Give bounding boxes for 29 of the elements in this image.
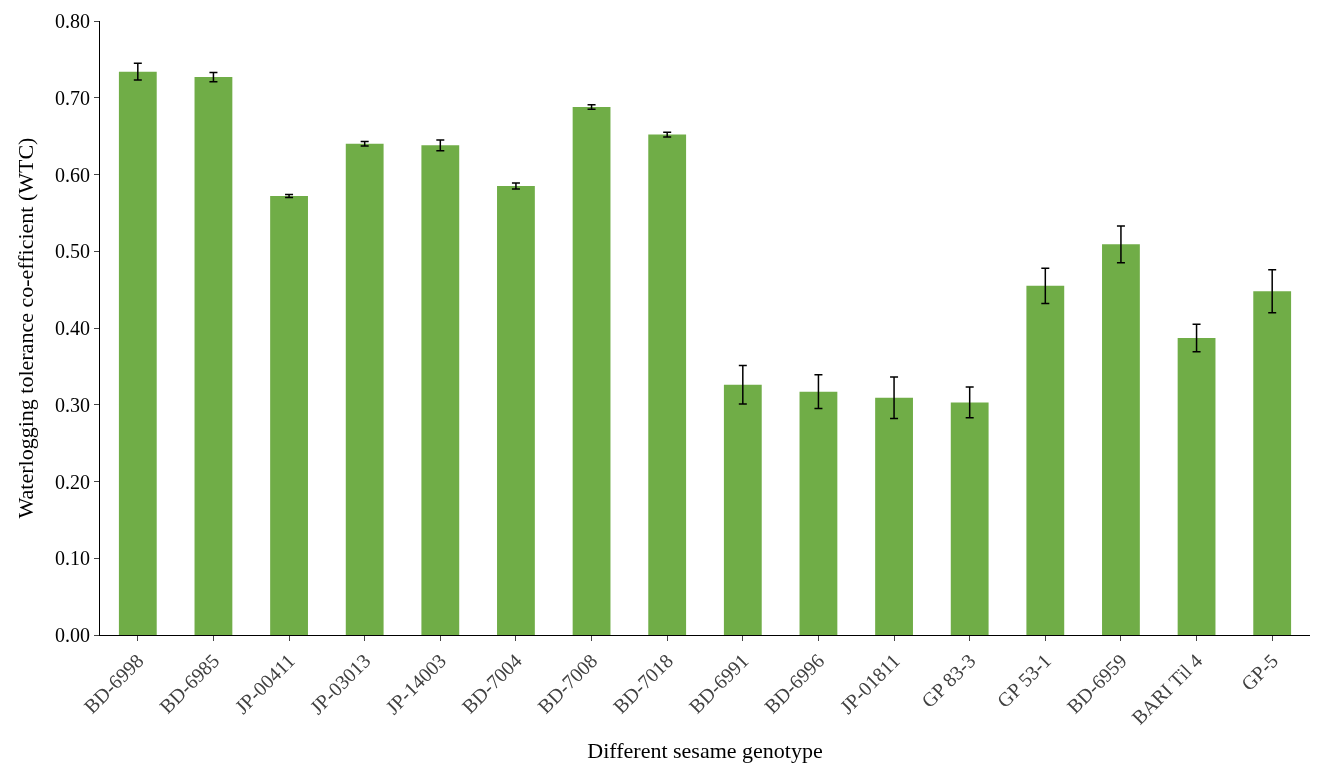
bar bbox=[118, 71, 157, 635]
y-tick-label: 0.70 bbox=[55, 86, 90, 109]
bar bbox=[1177, 337, 1216, 635]
bar bbox=[799, 391, 838, 635]
bar bbox=[421, 145, 460, 635]
y-tick-label: 0.40 bbox=[55, 317, 90, 339]
y-tick-label: 0.10 bbox=[55, 547, 90, 570]
x-tick-label: GP 83-3 bbox=[917, 649, 980, 712]
bar bbox=[270, 195, 308, 635]
y-tick-label: 0.00 bbox=[55, 624, 90, 646]
y-tick-label: 0.20 bbox=[55, 470, 90, 493]
x-tick-label: GP 53-1 bbox=[992, 649, 1056, 712]
bar bbox=[1253, 291, 1292, 635]
bar bbox=[950, 402, 989, 635]
bar bbox=[723, 384, 762, 635]
x-axis-title: Different sesame genotype bbox=[587, 738, 823, 764]
bar bbox=[497, 186, 535, 635]
bar bbox=[1102, 244, 1140, 635]
y-axis-title: Waterlogging tolerance co-efficient (WTC) bbox=[12, 137, 38, 519]
y-tick-label: 0.60 bbox=[55, 163, 90, 186]
bar bbox=[345, 143, 384, 635]
y-tick-label: 0.30 bbox=[55, 393, 90, 416]
bar bbox=[648, 134, 687, 635]
bar bbox=[1026, 285, 1065, 635]
y-tick-label: 0.50 bbox=[55, 240, 90, 263]
bar bbox=[194, 77, 233, 635]
bar bbox=[572, 106, 611, 635]
y-tick-label: 0.80 bbox=[55, 10, 90, 32]
bar bbox=[875, 397, 913, 635]
